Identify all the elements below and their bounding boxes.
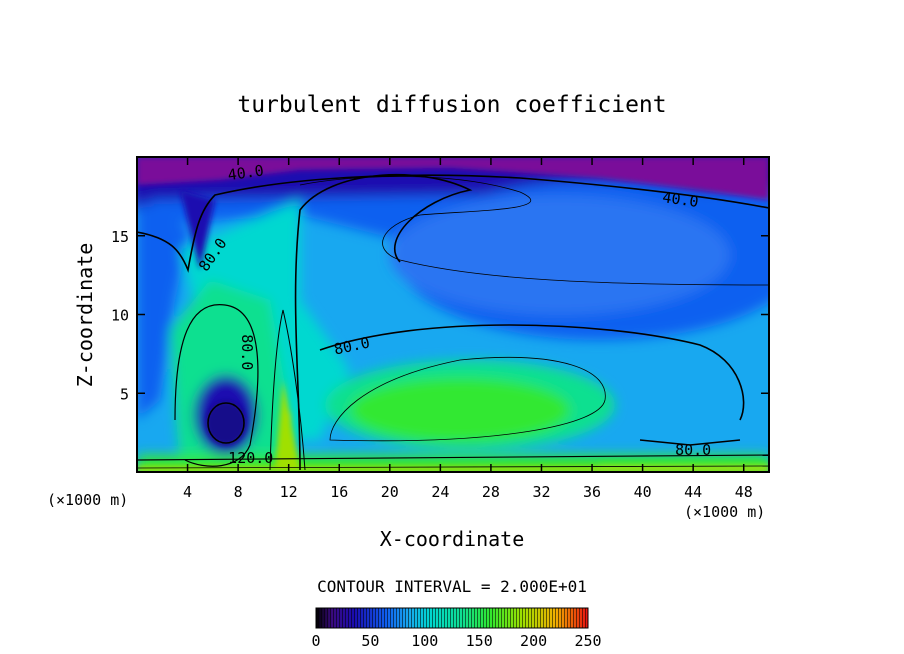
colorbar-tick-label: 250	[574, 632, 601, 650]
x-tick-label: 28	[482, 483, 500, 501]
contour-label: 120.0	[228, 449, 273, 467]
chart-title: turbulent diffusion coefficient	[237, 92, 666, 118]
colorbar-tick-label: 100	[411, 632, 438, 650]
x-tick-label: 20	[381, 483, 399, 501]
x-axis-label: X-coordinate	[380, 527, 525, 551]
colorbar-ticks: 0 50 100 150 200 250	[311, 632, 601, 650]
x-tick-label: 12	[280, 483, 298, 501]
colorbar-tick-label: 0	[311, 632, 320, 650]
contour-label: 40.0	[227, 161, 265, 184]
x-tick-label: 8	[234, 483, 243, 501]
x-tick-label: 32	[532, 483, 550, 501]
x-unit-left: (×1000 m)	[47, 491, 128, 509]
x-tick-label: 36	[583, 483, 601, 501]
colorbar-tick-label: 150	[466, 632, 493, 650]
y-tick-label: 5	[120, 385, 129, 403]
y-tick-label: 15	[111, 228, 129, 246]
x-axis-ticks: 4 8 12 16 20 24 28 32 36 40 44 48	[183, 157, 753, 501]
colorbar	[315, 607, 589, 629]
x-tick-label: 44	[684, 483, 702, 501]
x-unit-right: (×1000 m)	[684, 503, 765, 521]
x-tick-label: 40	[634, 483, 652, 501]
colorbar-tick-label: 50	[361, 632, 379, 650]
contour-label: 80.0	[238, 334, 256, 370]
contour-label: 80.0	[675, 441, 711, 459]
x-tick-label: 4	[183, 483, 192, 501]
y-tick-label: 10	[111, 307, 129, 325]
x-tick-label: 48	[735, 483, 753, 501]
contour-label: 40.0	[661, 188, 699, 211]
contour-interval-text: CONTOUR INTERVAL = 2.000E+01	[317, 577, 587, 596]
colorbar-tick-label: 200	[520, 632, 547, 650]
y-axis-ticks: 5 10 15	[111, 228, 769, 403]
plot-field	[137, 157, 769, 472]
x-tick-label: 16	[330, 483, 348, 501]
x-tick-label: 24	[431, 483, 449, 501]
y-axis-label: Z-coordinate	[73, 243, 97, 388]
